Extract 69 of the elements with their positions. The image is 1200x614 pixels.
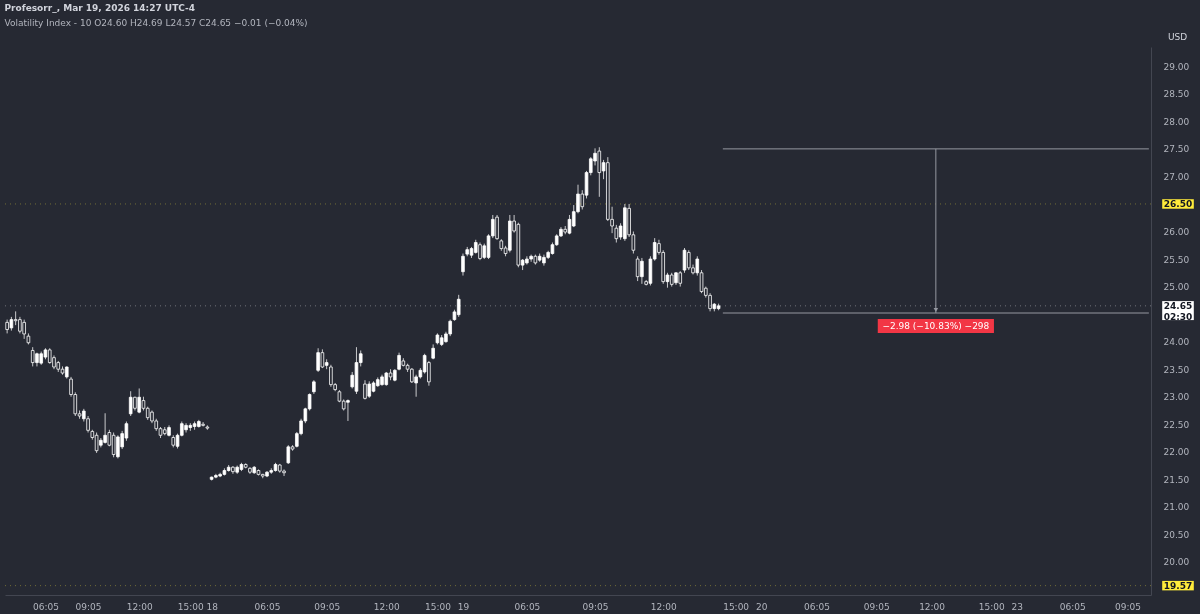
y-tick-label: 23.50 [1163,364,1190,375]
x-tick-label: 12:00 [126,601,153,612]
candlestick [635,255,640,282]
x-tick-label: 12:00 [373,601,401,612]
candlestick [640,257,644,285]
candlestick [137,387,141,414]
candlestick [282,468,286,477]
y-tick-label: 22.00 [1163,447,1190,458]
y-tick-label: 25.50 [1163,254,1190,265]
candlestick [128,390,133,417]
y-tick-label: 21.50 [1163,474,1190,485]
y-tick-label: 27.50 [1163,144,1190,155]
y-tick-label: 20.00 [1163,557,1190,568]
candlestick [597,146,602,198]
candlestick [286,444,291,465]
x-tick-label: 06:05 [804,601,831,612]
candlestick [111,432,116,458]
x-tick-label: 15:00 [978,601,1005,612]
x-tick-label: 09:05 [1115,601,1142,612]
candlestick [116,434,120,459]
y-tick-label: 29.00 [1163,61,1190,72]
x-tick-label: 09:05 [582,601,609,612]
y-tick-label: 28.00 [1163,116,1190,127]
y-tick-label: 28.50 [1163,89,1190,100]
x-tick-label: 18 [206,601,219,612]
y-tick-label: 21.00 [1163,502,1190,513]
y-tick-label: 26.00 [1163,227,1190,237]
x-tick-label: 15:00 [424,601,452,612]
chart-title: Profesorr_, Mar 19, 2026 14:27 UTC-4 [4,3,196,13]
x-tick-label: 06:05 [33,601,59,612]
candlestick [495,214,499,241]
candlestick [201,421,205,427]
candlestick [456,294,461,318]
ref-line-label: 26.50 [1163,198,1193,209]
x-tick-label: 06:05 [254,601,281,612]
x-tick-label: 20 [755,601,768,612]
ref-line-label: 19.57 [1163,580,1193,591]
y-tick-label: 27.00 [1163,171,1190,182]
x-tick-label: 09:05 [314,601,341,612]
candlestick [30,346,35,367]
candlestick [316,347,320,373]
candlestick [682,247,687,274]
x-tick-label: 15:00 [723,601,750,612]
candlestick [461,253,465,277]
legend-label: −2.98 (−10.83%) −298 [882,321,990,332]
y-axis-title: USD [1167,31,1188,42]
x-tick-label: 12:00 [650,601,677,612]
x-tick-label: 12:00 [919,601,946,612]
x-tick-label: 09:05 [863,601,890,612]
y-tick-label: 24.00 [1163,337,1190,348]
candlestick [346,398,350,422]
x-tick-label: 06:05 [1059,601,1086,612]
chart-subtitle: Volatility Index - 10 O24.60 H24.69 L24.57 C24.65 −0.01 (−0.04%) [4,18,308,28]
candlestick [708,292,712,312]
x-tick-label: 23 [1011,601,1024,612]
y-tick-label: 20.50 [1163,529,1190,540]
x-tick-label: 15:00 [177,601,205,612]
x-tick-label: 19 [457,601,470,612]
x-tick-label: 09:05 [75,601,102,612]
y-tick-label: 22.50 [1163,419,1190,430]
candlestick [94,432,99,454]
y-tick-label: 25.00 [1163,282,1190,293]
y-tick-label: 23.00 [1163,392,1190,403]
candlestick [22,319,26,340]
candlestick [329,364,333,388]
ref-line-label: 24.65 02:30 [1163,300,1193,322]
x-tick-label: 06:05 [514,601,541,612]
candlestick [103,412,107,445]
candlestick [184,422,188,434]
